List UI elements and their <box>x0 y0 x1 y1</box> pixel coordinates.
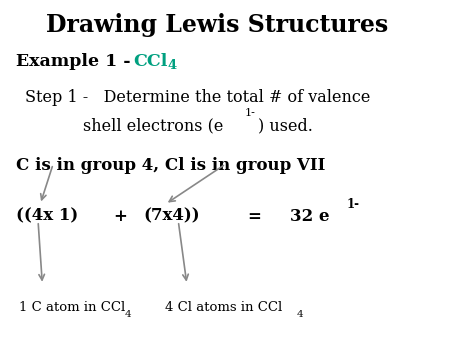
Text: 4: 4 <box>124 310 131 319</box>
Text: 4 Cl atoms in CCl: 4 Cl atoms in CCl <box>165 301 283 314</box>
Text: Example 1 -: Example 1 - <box>17 53 137 70</box>
Text: shell electrons (e: shell electrons (e <box>83 117 224 134</box>
Text: 1-: 1- <box>245 108 256 118</box>
Text: Drawing Lewis Structures: Drawing Lewis Structures <box>46 13 388 37</box>
Text: (7x4)): (7x4)) <box>144 208 200 224</box>
Text: CCl: CCl <box>133 53 167 70</box>
Text: 4: 4 <box>167 59 177 72</box>
Text: +: + <box>113 208 127 224</box>
Text: 1 C atom in CCl: 1 C atom in CCl <box>18 301 125 314</box>
Text: ) used.: ) used. <box>258 117 313 134</box>
Text: 1-: 1- <box>346 198 360 211</box>
Text: 32 e: 32 e <box>290 208 330 224</box>
Text: =: = <box>248 208 261 224</box>
Text: Step 1 -   Determine the total # of valence: Step 1 - Determine the total # of valenc… <box>25 89 370 105</box>
Text: 4: 4 <box>297 310 304 319</box>
Text: ((4x 1): ((4x 1) <box>17 208 79 224</box>
Text: C is in group 4, Cl is in group VII: C is in group 4, Cl is in group VII <box>17 157 326 174</box>
